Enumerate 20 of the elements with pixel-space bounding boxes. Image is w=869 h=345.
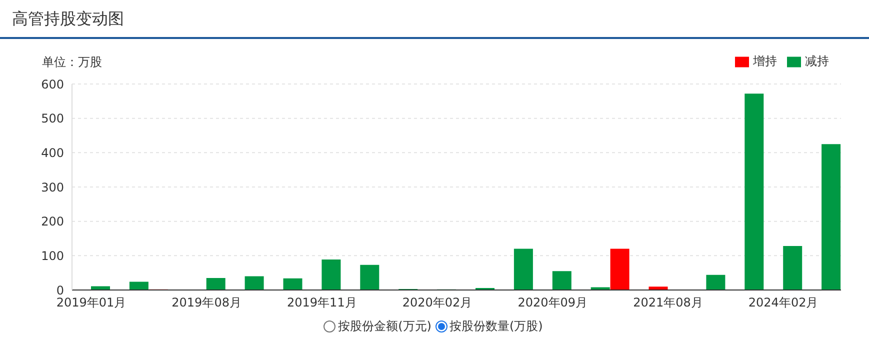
- text: 按股份数量(万股): [450, 318, 543, 335]
- x-tick-label: 2019年01月: [56, 296, 126, 310]
- y-tick-label: 600: [41, 77, 64, 92]
- y-tick-label: 500: [41, 112, 64, 126]
- y-tick-label: 100: [41, 248, 64, 263]
- x-tick-label: 2019年08月: [172, 296, 242, 310]
- y-axis-title: 单位：万股: [42, 54, 102, 71]
- y-tick-label: 200: [41, 214, 64, 229]
- chart-title: 高管持股变动图: [12, 9, 124, 30]
- legend-label: 增持: [753, 54, 777, 68]
- x-tick-label: 2021年08月: [633, 296, 703, 310]
- legend-label: 减持: [805, 54, 829, 68]
- y-tick-label: 300: [41, 180, 64, 194]
- x-tick-label: 2024年02月: [748, 296, 818, 310]
- x-tick-label: 2019年11月: [287, 296, 357, 310]
- x-tick-label: 2020年09月: [518, 296, 588, 310]
- y-tick-label: 400: [41, 146, 64, 160]
- y-tick-label: 0: [56, 283, 64, 298]
- text: 按股份金额(万元): [338, 318, 432, 335]
- x-tick-label: 2020年02月: [402, 296, 472, 310]
